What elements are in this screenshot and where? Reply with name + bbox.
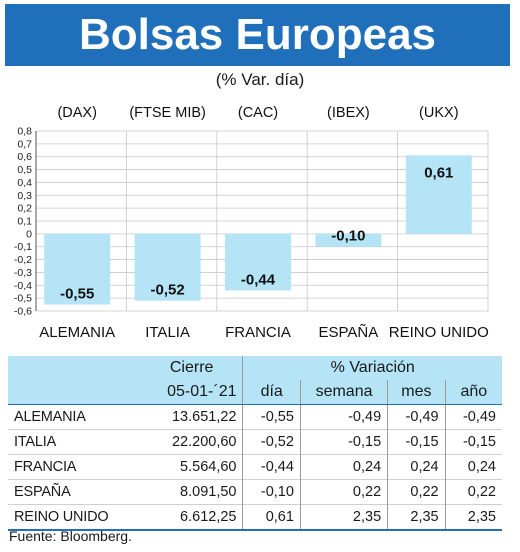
y-tick-label: 0,3: [17, 190, 32, 202]
category-label: ALEMANIA: [39, 324, 115, 341]
title-banner: Bolsas Europeas: [5, 4, 510, 66]
row-anio: 0,22: [444, 479, 502, 505]
data-label: -0,52: [150, 282, 184, 299]
header-blank-cell: [8, 356, 141, 380]
bar-chart: 0,80,70,60,50,40,30,20,10-0,1-0,2-0,3-0,…: [14, 105, 489, 341]
row-anio: 2,35: [444, 504, 502, 531]
y-tick-label: 0,6: [17, 151, 32, 163]
index-label: (IBEX): [327, 105, 370, 121]
data-label: -0,10: [331, 228, 365, 245]
row-close: 13.651,22: [140, 404, 243, 430]
bar: [405, 155, 472, 234]
chart-subtitle: (% Var. día): [215, 70, 305, 89]
row-anio: 0,24: [444, 454, 502, 480]
data-label: -0,44: [241, 271, 276, 288]
row-dia: -0,44: [242, 454, 301, 480]
data-label: 0,61: [424, 164, 453, 181]
bar: [134, 233, 201, 301]
table-row: ALEMANIA 13.651,22 -0,55 -0,49 -0,49 -0,…: [8, 404, 502, 430]
chart-title: Bolsas Europeas: [78, 10, 437, 59]
row-country: ALEMANIA: [8, 404, 141, 430]
table-row: FRANCIA 5.564,60 -0,44 0,24 0,24 0,24: [8, 454, 502, 480]
row-country: ITALIA: [8, 429, 141, 455]
y-tick-label: -0,3: [14, 267, 32, 279]
row-anio: -0,15: [444, 429, 502, 455]
data-label: -0,55: [60, 286, 94, 303]
y-tick-label: 0: [26, 228, 32, 240]
y-tick-label: 0,8: [17, 126, 32, 138]
row-country: FRANCIA: [8, 454, 141, 480]
y-tick-label: 0,4: [17, 177, 32, 189]
row-dia: -0,52: [242, 429, 301, 455]
category-label: ESPAÑA: [319, 324, 379, 341]
table-header-row: Cierre % Variación: [8, 356, 502, 380]
index-label: (FTSE MIB): [129, 105, 206, 121]
header-variacion: % Variación: [242, 356, 502, 380]
header-dia: día: [242, 380, 301, 405]
row-country: ESPAÑA: [8, 479, 141, 505]
subheader-blank-cell: [8, 380, 141, 405]
source-note: Fuente: Bloomberg.: [9, 528, 132, 544]
index-label: (DAX): [57, 105, 96, 121]
header-anio: año: [444, 380, 502, 405]
row-mes: -0,15: [387, 429, 446, 455]
index-label: (UKX): [419, 105, 458, 121]
category-label: REINO UNIDO: [389, 324, 489, 341]
row-dia: 0,61: [242, 504, 301, 531]
row-mes: 2,35: [387, 504, 446, 531]
y-tick-label: -0,4: [14, 280, 32, 292]
category-label: FRANCIA: [225, 324, 291, 341]
row-semana: 2,35: [299, 504, 388, 531]
row-semana: -0,49: [299, 404, 388, 430]
y-tick-label: 0,1: [17, 216, 32, 228]
y-tick-label: 0,7: [17, 138, 32, 150]
category-label: ITALIA: [145, 324, 190, 341]
y-tick-label: -0,2: [14, 254, 32, 266]
index-table: Cierre % Variación 05-01-´21 día semana …: [8, 356, 502, 531]
row-close: 5.564,60: [140, 454, 243, 480]
row-semana: 0,24: [299, 454, 388, 480]
table-subheader-row: 05-01-´21 día semana mes año: [8, 380, 502, 405]
row-anio: -0,49: [444, 404, 502, 430]
table-row: REINO UNIDO 6.612,25 0,61 2,35 2,35 2,35: [8, 504, 502, 531]
y-tick-label: -0,6: [14, 306, 32, 318]
bar: [225, 233, 291, 291]
row-close: 22.200,60: [140, 429, 243, 455]
bar: [315, 233, 382, 247]
row-country: REINO UNIDO: [8, 504, 141, 531]
header-cierre: Cierre: [140, 356, 243, 380]
table-row: ESPAÑA 8.091,50 -0,10 0,22 0,22 0,22: [8, 479, 502, 505]
bar: [44, 233, 111, 305]
y-tick-label: -0,5: [14, 293, 32, 305]
y-tick-label: 0,5: [17, 164, 32, 176]
row-mes: 0,22: [387, 479, 446, 505]
row-semana: 0,22: [299, 479, 388, 505]
row-dia: -0,55: [242, 404, 301, 430]
table-row: ITALIA 22.200,60 -0,52 -0,15 -0,15 -0,15: [8, 429, 502, 455]
row-mes: -0,49: [387, 404, 446, 430]
y-tick-label: 0,2: [17, 203, 32, 215]
row-semana: -0,15: [299, 429, 388, 455]
row-close: 6.612,25: [140, 504, 243, 531]
header-date: 05-01-´21: [140, 380, 243, 405]
index-label: (CAC): [238, 105, 278, 121]
header-mes: mes: [387, 380, 446, 405]
row-close: 8.091,50: [140, 479, 243, 505]
row-dia: -0,10: [242, 479, 301, 505]
row-mes: 0,24: [387, 454, 446, 480]
header-semana: semana: [299, 380, 388, 405]
y-tick-label: -0,1: [14, 241, 32, 253]
